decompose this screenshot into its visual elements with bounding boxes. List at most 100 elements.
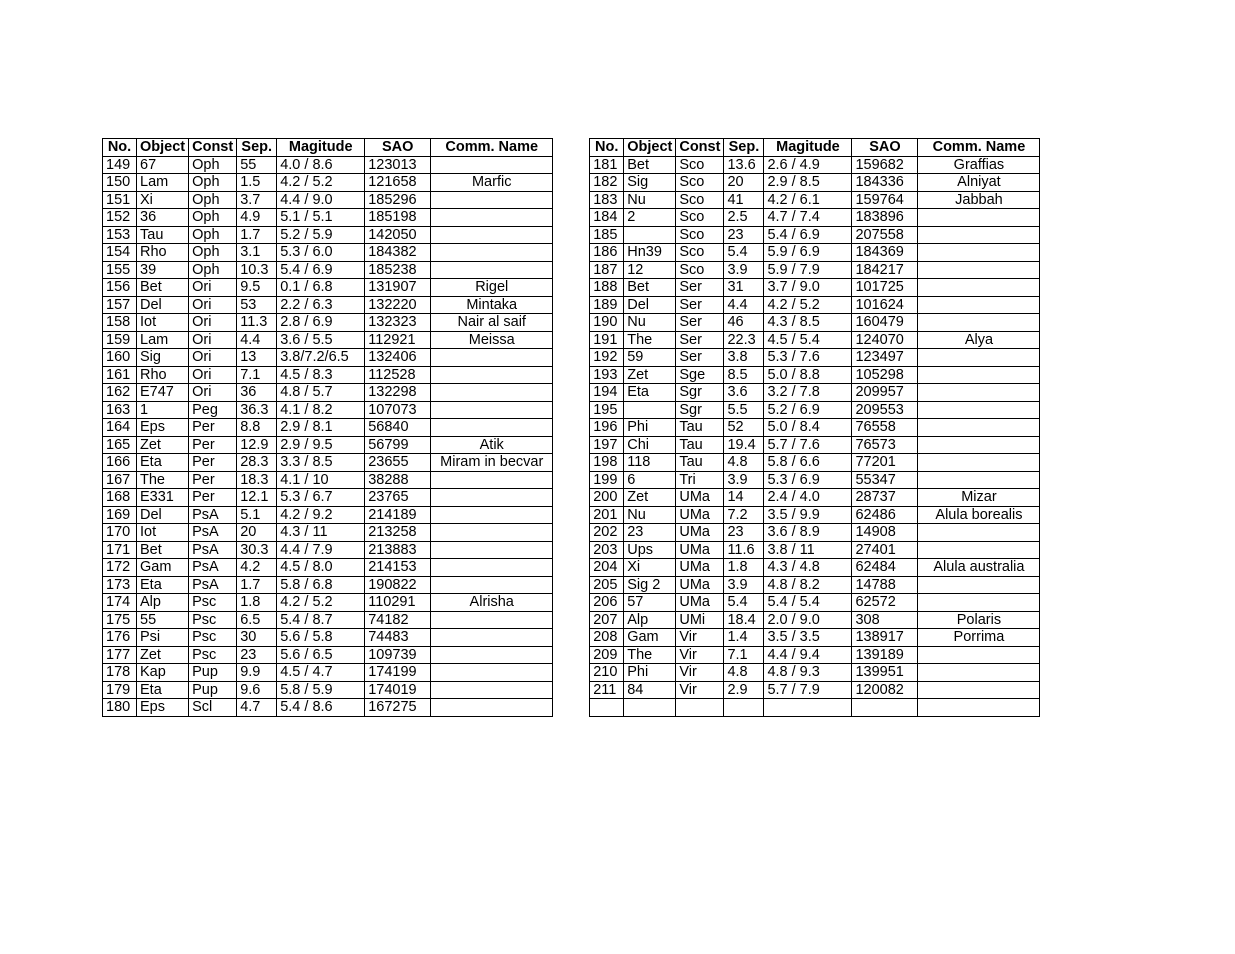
col-header-col-obj: Object <box>624 139 676 157</box>
cell-col-const: Sco <box>676 244 724 262</box>
cell-col-no: 190 <box>590 314 624 332</box>
cell-col-comm <box>431 226 553 244</box>
cell-col-const: Vir <box>676 646 724 664</box>
cell-col-mag: 5.0 / 8.8 <box>764 366 852 384</box>
cell-col-const: Ori <box>189 279 237 297</box>
cell-col-comm <box>918 366 1040 384</box>
cell-col-const: Sco <box>676 209 724 227</box>
cell-col-comm <box>431 366 553 384</box>
cell-col-const: UMa <box>676 506 724 524</box>
cell-col-const: Per <box>189 436 237 454</box>
cell-col-mag: 3.3 / 8.5 <box>277 454 365 472</box>
cell-col-sep: 10.3 <box>237 261 277 279</box>
cell-col-sep: 3.9 <box>724 261 764 279</box>
cell-col-no: 189 <box>590 296 624 314</box>
cell-col-no: 163 <box>103 401 137 419</box>
cell-col-comm <box>431 646 553 664</box>
cell-col-sep: 13.6 <box>724 156 764 174</box>
table-row: 180EpsScl4.75.4 / 8.6167275 <box>103 699 553 717</box>
cell-col-sep: 3.6 <box>724 384 764 402</box>
cell-col-mag: 5.4 / 8.6 <box>277 699 365 717</box>
cell-col-no: 175 <box>103 611 137 629</box>
cell-col-const: UMa <box>676 594 724 612</box>
cell-col-sep: 12.1 <box>237 489 277 507</box>
cell-col-no: 206 <box>590 594 624 612</box>
cell-col-obj: Zet <box>624 489 676 507</box>
cell-col-obj: Chi <box>624 436 676 454</box>
table-row: 14967Oph554.0 / 8.6123013 <box>103 156 553 174</box>
table-row: 20223UMa233.6 / 8.914908 <box>590 524 1040 542</box>
cell-col-comm <box>918 419 1040 437</box>
cell-col-sao: 167275 <box>365 699 431 717</box>
cell-col-sao: 101624 <box>852 296 918 314</box>
cell-col-obj: Nu <box>624 314 676 332</box>
cell-col-comm: Alya <box>918 331 1040 349</box>
cell-col-sep: 2.5 <box>724 209 764 227</box>
cell-col-sao: 138917 <box>852 629 918 647</box>
cell-col-obj: Nu <box>624 191 676 209</box>
cell-col-const: Ori <box>189 349 237 367</box>
table-row: 150LamOph1.54.2 / 5.2121658Marfic <box>103 174 553 192</box>
cell-col-sep: 7.1 <box>237 366 277 384</box>
table-row: 176PsiPsc305.6 / 5.874483 <box>103 629 553 647</box>
cell-col-const: Psc <box>189 611 237 629</box>
table-row: 201NuUMa7.23.5 / 9.962486Alula borealis <box>590 506 1040 524</box>
cell-col-mag: 5.4 / 6.9 <box>277 261 365 279</box>
cell-col-obj: E331 <box>137 489 189 507</box>
cell-col-sep: 4.8 <box>724 664 764 682</box>
cell-col-const: Sco <box>676 261 724 279</box>
cell-col-mag: 3.8/7.2/6.5 <box>277 349 365 367</box>
cell-col-const: Oph <box>189 174 237 192</box>
cell-col-sep: 2.9 <box>724 681 764 699</box>
cell-col-comm <box>918 646 1040 664</box>
cell-col-obj: Rho <box>137 366 189 384</box>
cell-col-no: 201 <box>590 506 624 524</box>
cell-col-mag: 4.1 / 8.2 <box>277 401 365 419</box>
cell-col-sep: 20 <box>237 524 277 542</box>
cell-col-comm <box>431 209 553 227</box>
cell-col-comm <box>431 541 553 559</box>
cell-col-no: 200 <box>590 489 624 507</box>
cell-col-no: 170 <box>103 524 137 542</box>
cell-col-mag: 3.5 / 3.5 <box>764 629 852 647</box>
cell-col-sao: 62484 <box>852 559 918 577</box>
left-table: No.ObjectConstSep.MagitudeSAOComm. Name … <box>102 138 553 717</box>
table-row: 209TheVir7.14.4 / 9.4139189 <box>590 646 1040 664</box>
cell-col-no: 198 <box>590 454 624 472</box>
cell-col-sep: 22.3 <box>724 331 764 349</box>
cell-col-sao: 14908 <box>852 524 918 542</box>
table-row: 170IotPsA204.3 / 11213258 <box>103 524 553 542</box>
cell-col-const: Per <box>189 489 237 507</box>
cell-col-const: Sgr <box>676 401 724 419</box>
cell-col-mag: 5.4 / 8.7 <box>277 611 365 629</box>
table-row: 207AlpUMi18.42.0 / 9.0308Polaris <box>590 611 1040 629</box>
cell-col-comm <box>918 244 1040 262</box>
cell-col-const: Scl <box>189 699 237 717</box>
cell-col-comm: Nair al saif <box>431 314 553 332</box>
cell-col-sao: 142050 <box>365 226 431 244</box>
cell-col-comm <box>918 314 1040 332</box>
cell-col-comm: Mizar <box>918 489 1040 507</box>
cell-col-no: 178 <box>103 664 137 682</box>
cell-col-sao: 123013 <box>365 156 431 174</box>
cell-col-no: 164 <box>103 419 137 437</box>
cell-col-no: 171 <box>103 541 137 559</box>
cell-col-no: 181 <box>590 156 624 174</box>
cell-col-mag: 2.0 / 9.0 <box>764 611 852 629</box>
cell-col-obj: 2 <box>624 209 676 227</box>
cell-col-no: 161 <box>103 366 137 384</box>
cell-col-sep: 18.4 <box>724 611 764 629</box>
table-row: 158IotOri11.32.8 / 6.9132323Nair al saif <box>103 314 553 332</box>
cell-col-obj: Kap <box>137 664 189 682</box>
cell-col-const: Oph <box>189 226 237 244</box>
cell-col-const: UMa <box>676 576 724 594</box>
cell-col-const: PsA <box>189 524 237 542</box>
table-row: 204XiUMa1.84.3 / 4.862484Alula australia <box>590 559 1040 577</box>
table-row: 1996Tri3.95.3 / 6.955347 <box>590 471 1040 489</box>
table-row: 157DelOri532.2 / 6.3132220Mintaka <box>103 296 553 314</box>
cell-col-comm <box>431 629 553 647</box>
cell-col-sep: 30 <box>237 629 277 647</box>
cell-col-no: 154 <box>103 244 137 262</box>
cell-col-obj: Iot <box>137 524 189 542</box>
table-row: 188BetSer313.7 / 9.0101725 <box>590 279 1040 297</box>
